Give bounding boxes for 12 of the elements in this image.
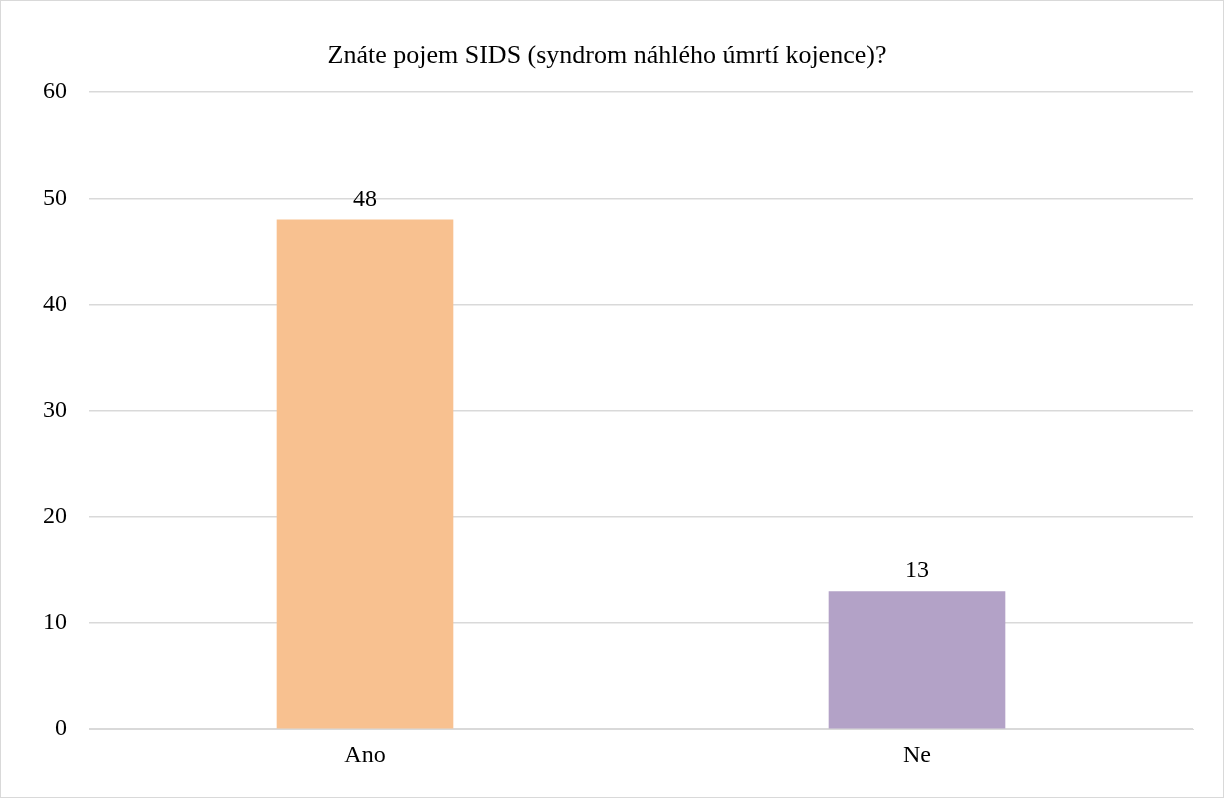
data-label: 48: [353, 184, 377, 211]
chart-title: Znáte pojem SIDS (syndrom náhlého úmrtí kojence)?: [327, 40, 887, 70]
y-tick-label: 0: [55, 714, 67, 741]
x-tick-label: Ne: [903, 740, 931, 767]
y-tick-label: 60: [43, 77, 67, 104]
x-tick-label: Ano: [344, 740, 386, 767]
y-tick-label: 50: [43, 183, 67, 210]
data-label: 13: [905, 556, 929, 583]
y-tick-label: 30: [43, 396, 67, 422]
y-tick-label: 40: [43, 289, 67, 316]
y-tick-label: 10: [43, 608, 67, 635]
y-tick-label: 20: [43, 502, 67, 529]
